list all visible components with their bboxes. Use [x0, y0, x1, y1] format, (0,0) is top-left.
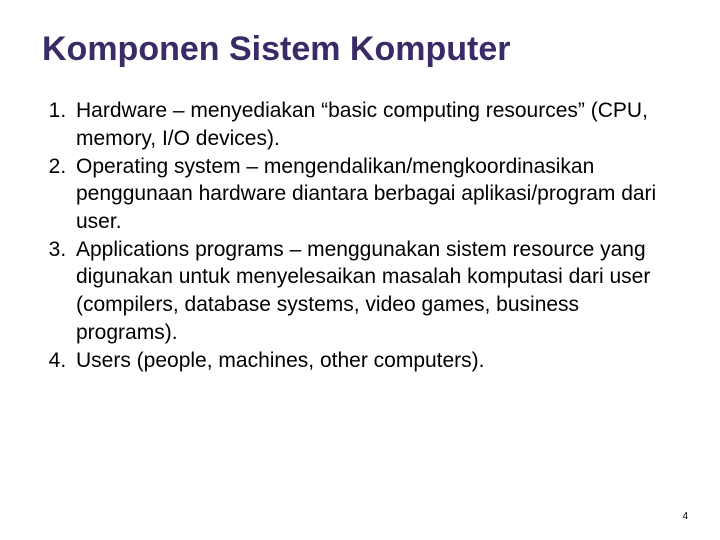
page-number: 4	[682, 511, 688, 522]
slide: Komponen Sistem Komputer Hardware – meny…	[0, 0, 720, 540]
component-list: Hardware – menyediakan “basic computing …	[48, 97, 680, 374]
list-item: Applications programs – menggunakan sist…	[72, 236, 680, 347]
slide-title: Komponen Sistem Komputer	[42, 30, 680, 69]
list-item: Users (people, machines, other computers…	[72, 347, 680, 375]
list-item: Operating system – mengendalikan/mengkoo…	[72, 153, 680, 236]
list-item: Hardware – menyediakan “basic computing …	[72, 97, 680, 152]
